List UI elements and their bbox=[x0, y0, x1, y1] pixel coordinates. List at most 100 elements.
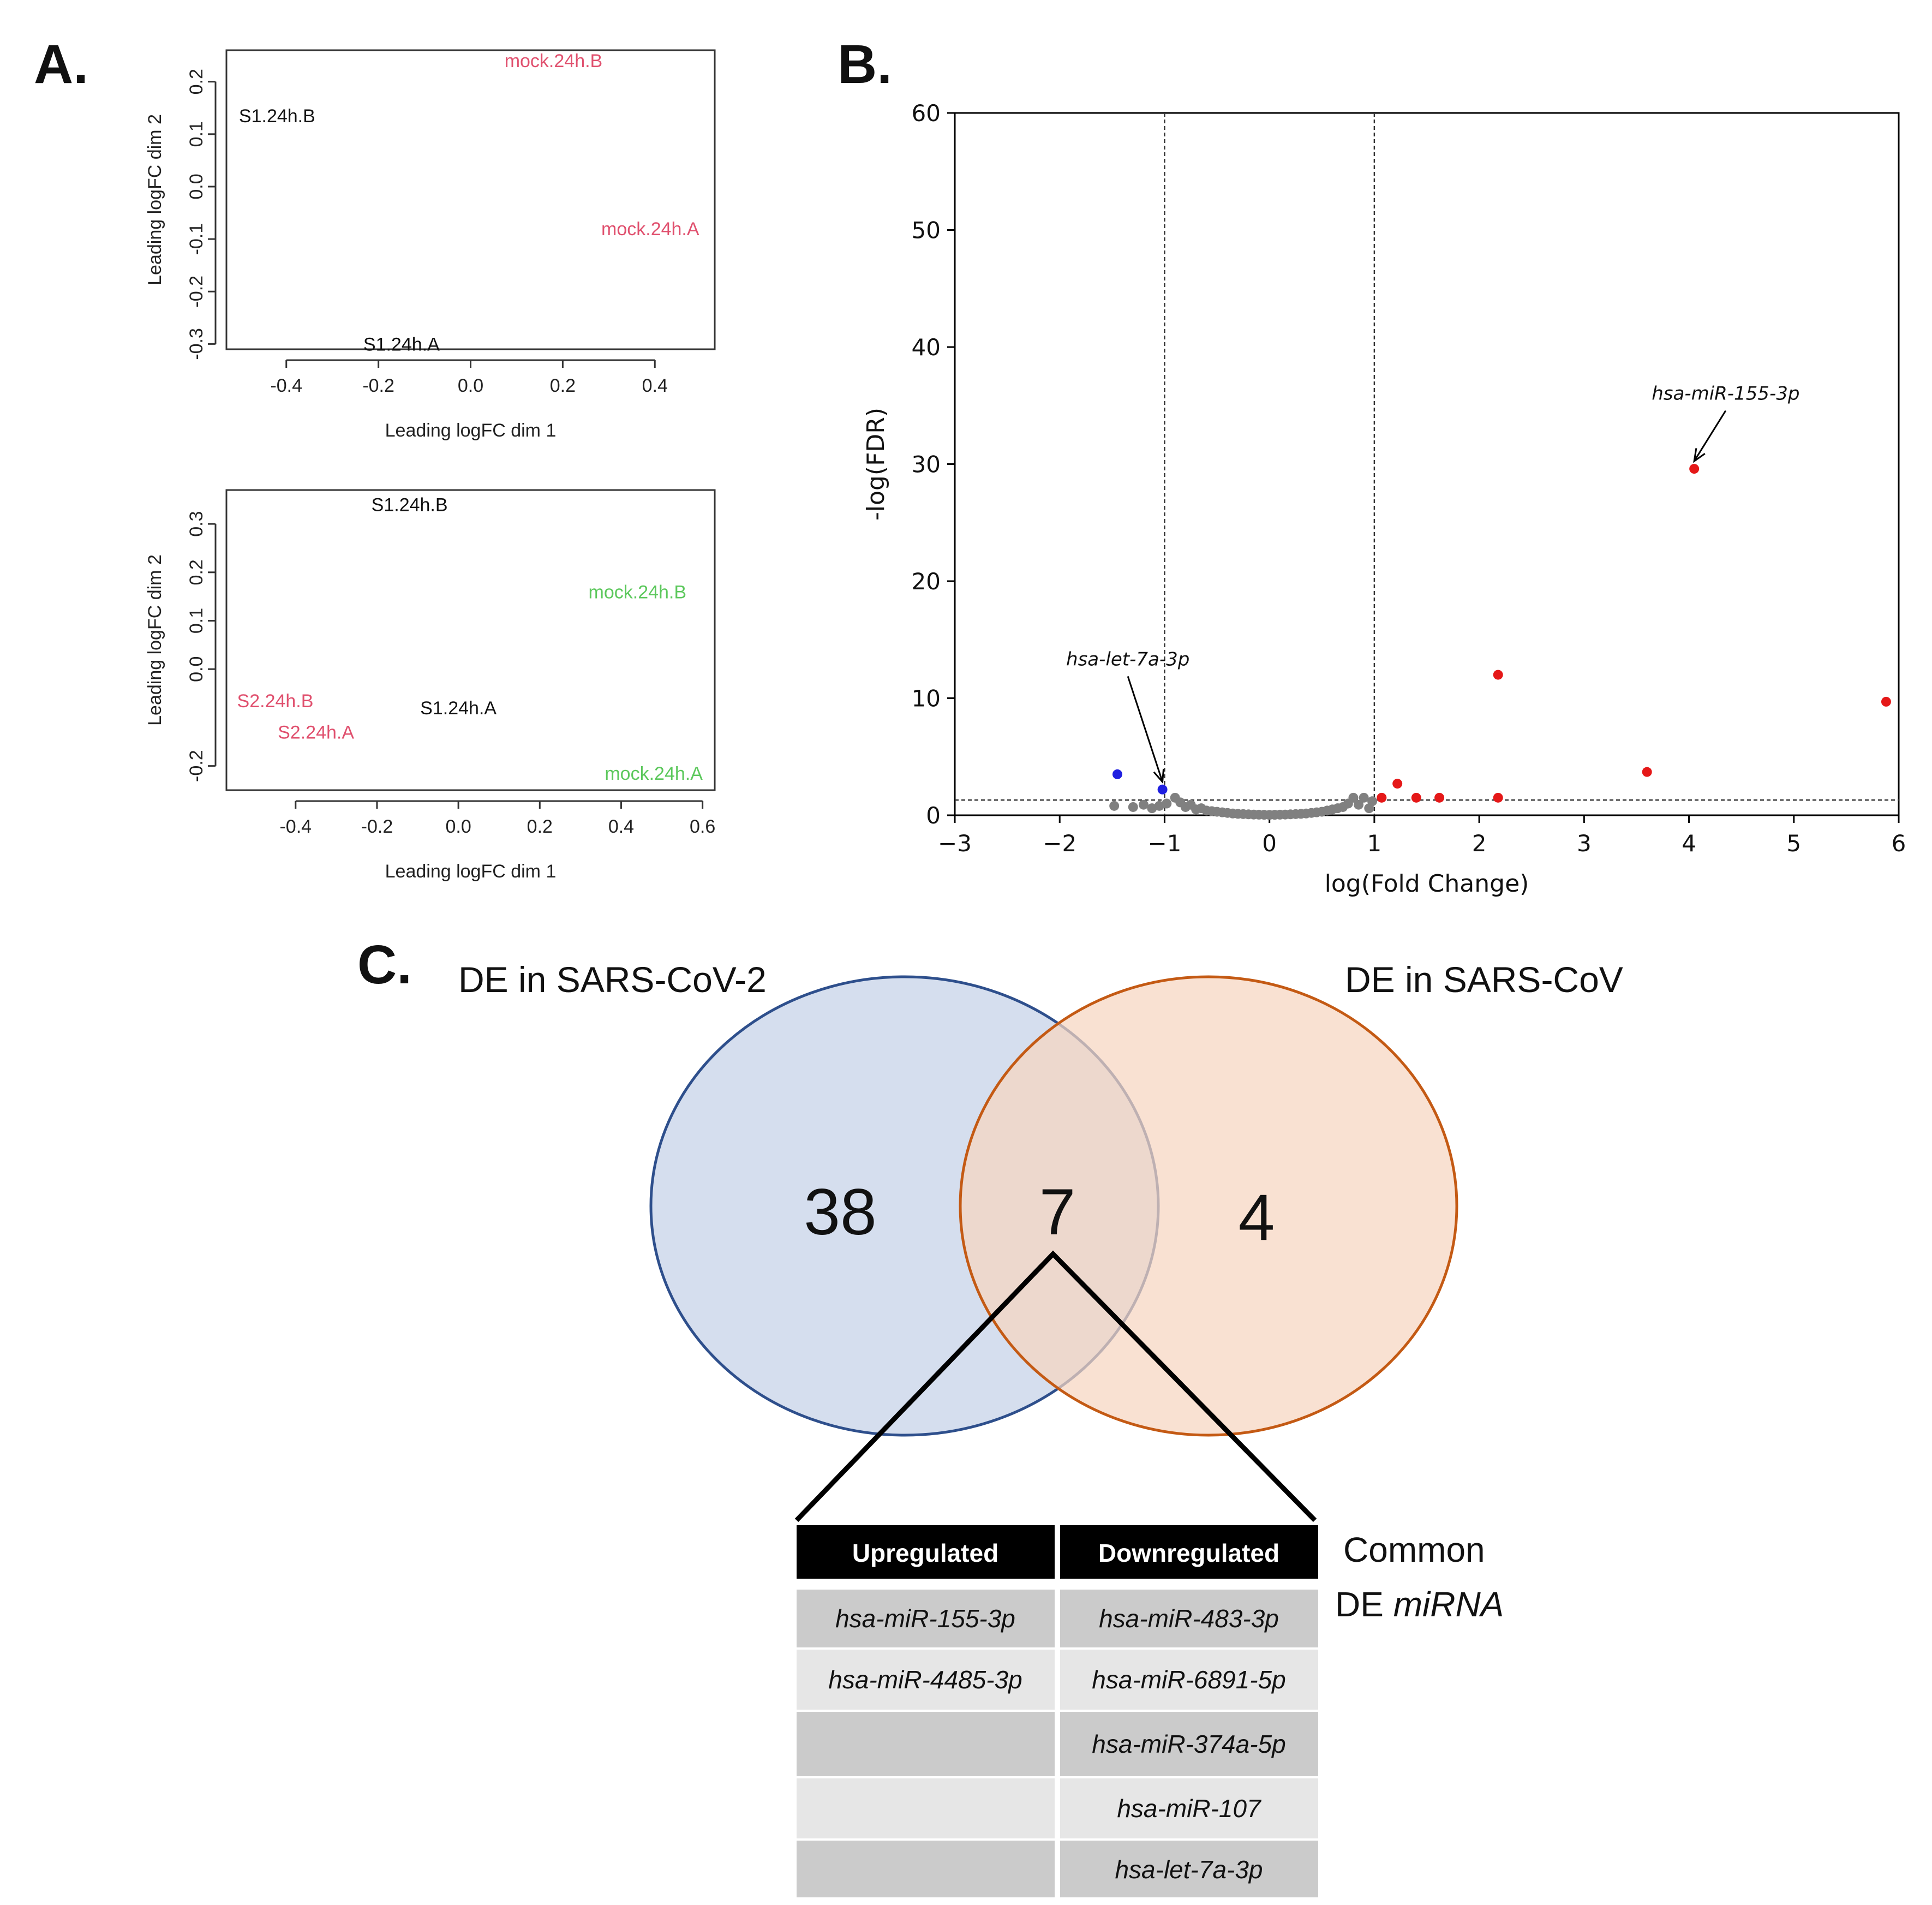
volcano-x-tick-label: 5 bbox=[1786, 830, 1801, 857]
volcano-x-tick-label: −1 bbox=[1147, 830, 1181, 857]
table-caption-line2: DE miRNA bbox=[1335, 1585, 1504, 1624]
volcano-point-ns bbox=[1128, 802, 1138, 812]
mds-y-tick-label: 0.2 bbox=[186, 559, 207, 585]
venn-diagram: DE in SARS-CoV-2 DE in SARS-CoV 38 7 4 bbox=[458, 959, 1623, 1522]
mds-sample-label: S1.24h.A bbox=[420, 698, 497, 719]
volcano-point-up bbox=[1493, 792, 1503, 803]
volcano-point-up bbox=[1881, 696, 1891, 707]
volcano-y-tick-label: 30 bbox=[912, 451, 941, 478]
mds-x-axis-label: Leading logFC dim 1 bbox=[385, 420, 557, 441]
mds-y-tick-label: -0.2 bbox=[186, 276, 207, 308]
volcano-y-tick-label: 60 bbox=[912, 100, 941, 127]
mds-sample-label: mock.24h.A bbox=[601, 219, 699, 240]
volcano-point-ns bbox=[1162, 798, 1172, 809]
mds-sample-label: S2.24h.B bbox=[237, 691, 314, 712]
venn-circle-sars-cov bbox=[959, 975, 1458, 1437]
mds-y-tick-label: -0.1 bbox=[186, 223, 207, 255]
table-row-1-down-bg bbox=[1060, 1590, 1318, 1647]
table-cell: hsa-miR-6891-5p bbox=[1092, 1665, 1285, 1694]
volcano-point-down bbox=[1112, 769, 1122, 779]
table-cell: hsa-miR-483-3p bbox=[1099, 1604, 1279, 1633]
volcano-frame bbox=[954, 112, 1900, 816]
volcano-annotation-arrowhead bbox=[1153, 768, 1165, 784]
panel-label-c: C. bbox=[357, 934, 412, 995]
volcano-annotation-arrowhead bbox=[1693, 448, 1706, 463]
volcano-x-tick-label: 2 bbox=[1472, 830, 1487, 857]
table-cell: hsa-let-7a-3p bbox=[1115, 1855, 1263, 1884]
caption-italic: miRNA bbox=[1393, 1585, 1504, 1624]
caption-prefix: DE bbox=[1335, 1585, 1393, 1624]
table-header-up-bg bbox=[797, 1525, 1055, 1579]
mds-x-tick-label: 0.0 bbox=[445, 816, 471, 837]
table-header-upregulated: Upregulated bbox=[852, 1539, 998, 1567]
table-row-3-down-bg bbox=[1060, 1712, 1318, 1776]
mds-x-tick-label: 0.6 bbox=[690, 816, 715, 837]
panel-label-a: A. bbox=[34, 34, 88, 95]
volcano-point-ns bbox=[1109, 801, 1120, 811]
venn-right-count: 4 bbox=[1239, 1181, 1275, 1254]
table-cell: hsa-miR-155-3p bbox=[835, 1604, 1015, 1633]
volcano-point-up bbox=[1689, 464, 1700, 474]
panel-label-b: B. bbox=[838, 34, 892, 95]
volcano-annotation-label: hsa-miR-155-3p bbox=[1652, 383, 1799, 405]
volcano-x-tick-label: 6 bbox=[1892, 830, 1906, 857]
mds-x-tick-label: -0.4 bbox=[279, 816, 312, 837]
mds-x-tick-label: -0.4 bbox=[270, 375, 302, 396]
volcano-y-tick-label: 20 bbox=[912, 568, 941, 595]
volcano-point-up bbox=[1377, 792, 1387, 803]
mds-x-tick-label: 0.2 bbox=[527, 816, 553, 837]
mds-sample-label: S1.24h.B bbox=[239, 106, 315, 127]
volcano-point-up bbox=[1411, 792, 1421, 803]
mds-sample-label: mock.24h.A bbox=[605, 763, 703, 784]
mds-sample-label: mock.24h.B bbox=[589, 582, 687, 602]
venn-left-title: DE in SARS-CoV-2 bbox=[458, 959, 767, 1000]
volcano-point-ns bbox=[1348, 792, 1359, 803]
table-cell: hsa-miR-107 bbox=[1117, 1794, 1261, 1823]
volcano-point-down bbox=[1157, 784, 1168, 795]
volcano-x-tick-label: 4 bbox=[1682, 830, 1696, 857]
mds-y-axis-label: Leading logFC dim 2 bbox=[145, 554, 165, 726]
table-row-5-down-bg bbox=[1060, 1841, 1318, 1897]
venn-right-title: DE in SARS-CoV bbox=[1345, 959, 1623, 1000]
table-row-3-up-bg bbox=[797, 1712, 1055, 1776]
mds-frame bbox=[225, 49, 716, 350]
mds-x-axis-label: Leading logFC dim 1 bbox=[385, 861, 557, 882]
venn-zoom-lines bbox=[794, 1250, 1317, 1522]
mds-x-tick-label: -0.2 bbox=[362, 375, 394, 396]
mds-y-tick-label: 0.1 bbox=[186, 121, 207, 147]
table-row-2-down-bg bbox=[1060, 1650, 1318, 1710]
volcano-y-tick-label: 40 bbox=[912, 334, 941, 361]
table-header-down-bg bbox=[1060, 1525, 1318, 1579]
volcano-annotation-arrow bbox=[1693, 410, 1727, 462]
mds-sample-label: S2.24h.A bbox=[278, 722, 354, 743]
volcano-x-tick-label: 0 bbox=[1262, 830, 1277, 857]
table-row-1-up-bg bbox=[797, 1590, 1055, 1647]
volcano-x-axis-label: log(Fold Change) bbox=[1325, 870, 1529, 898]
mds-y-axis-label: Leading logFC dim 2 bbox=[145, 114, 165, 285]
mds-x-tick-label: 0.2 bbox=[550, 375, 576, 396]
volcano-x-tick-label: 3 bbox=[1577, 830, 1592, 857]
mds-x-tick-label: 0.0 bbox=[458, 375, 483, 396]
table-header-downregulated: Downregulated bbox=[1098, 1539, 1279, 1567]
volcano-y-tick-label: 50 bbox=[912, 217, 941, 244]
table-cell: hsa-miR-4485-3p bbox=[828, 1665, 1022, 1694]
volcano-point-ns bbox=[1139, 799, 1149, 810]
common-de-table: Upregulated Downregulated hsa-miR-155-3p… bbox=[797, 1525, 1504, 1897]
table-row-5-up-bg bbox=[797, 1841, 1055, 1897]
mds-y-tick-label: -0.3 bbox=[186, 328, 207, 360]
table-cell: hsa-miR-374a-5p bbox=[1092, 1730, 1285, 1758]
volcano-x-tick-label: −2 bbox=[1043, 830, 1076, 857]
volcano-point-up bbox=[1642, 767, 1652, 777]
mds-y-tick-label: 0.0 bbox=[186, 656, 207, 682]
volcano-x-tick-label: 1 bbox=[1367, 830, 1382, 857]
volcano-y-tick-label: 10 bbox=[912, 685, 941, 712]
venn-overlap-count: 7 bbox=[1039, 1175, 1076, 1249]
table-row-4-up-bg bbox=[797, 1778, 1055, 1838]
volcano-annotation-label: hsa-let-7a-3p bbox=[1066, 648, 1189, 670]
mds-y-tick-label: 0.0 bbox=[186, 174, 207, 199]
volcano-y-tick-label: 0 bbox=[926, 802, 941, 829]
mds-plot-1: -0.4 -0.2 0.0 0.2 0.4 -0.3 -0.2 -0.1 0.0 0.1 0.2 Le… bbox=[145, 49, 716, 441]
mds-sample-label: S1.24h.A bbox=[363, 334, 440, 355]
